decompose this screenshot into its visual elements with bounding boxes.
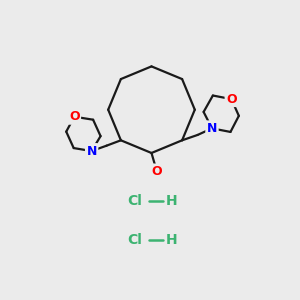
Text: O: O [226,93,237,106]
Text: H: H [166,232,177,247]
Text: O: O [69,110,80,123]
Text: O: O [152,165,162,178]
Text: Cl: Cl [127,194,142,208]
Text: H: H [166,194,177,208]
Text: N: N [207,122,217,135]
Text: Cl: Cl [127,232,142,247]
Text: N: N [86,145,97,158]
